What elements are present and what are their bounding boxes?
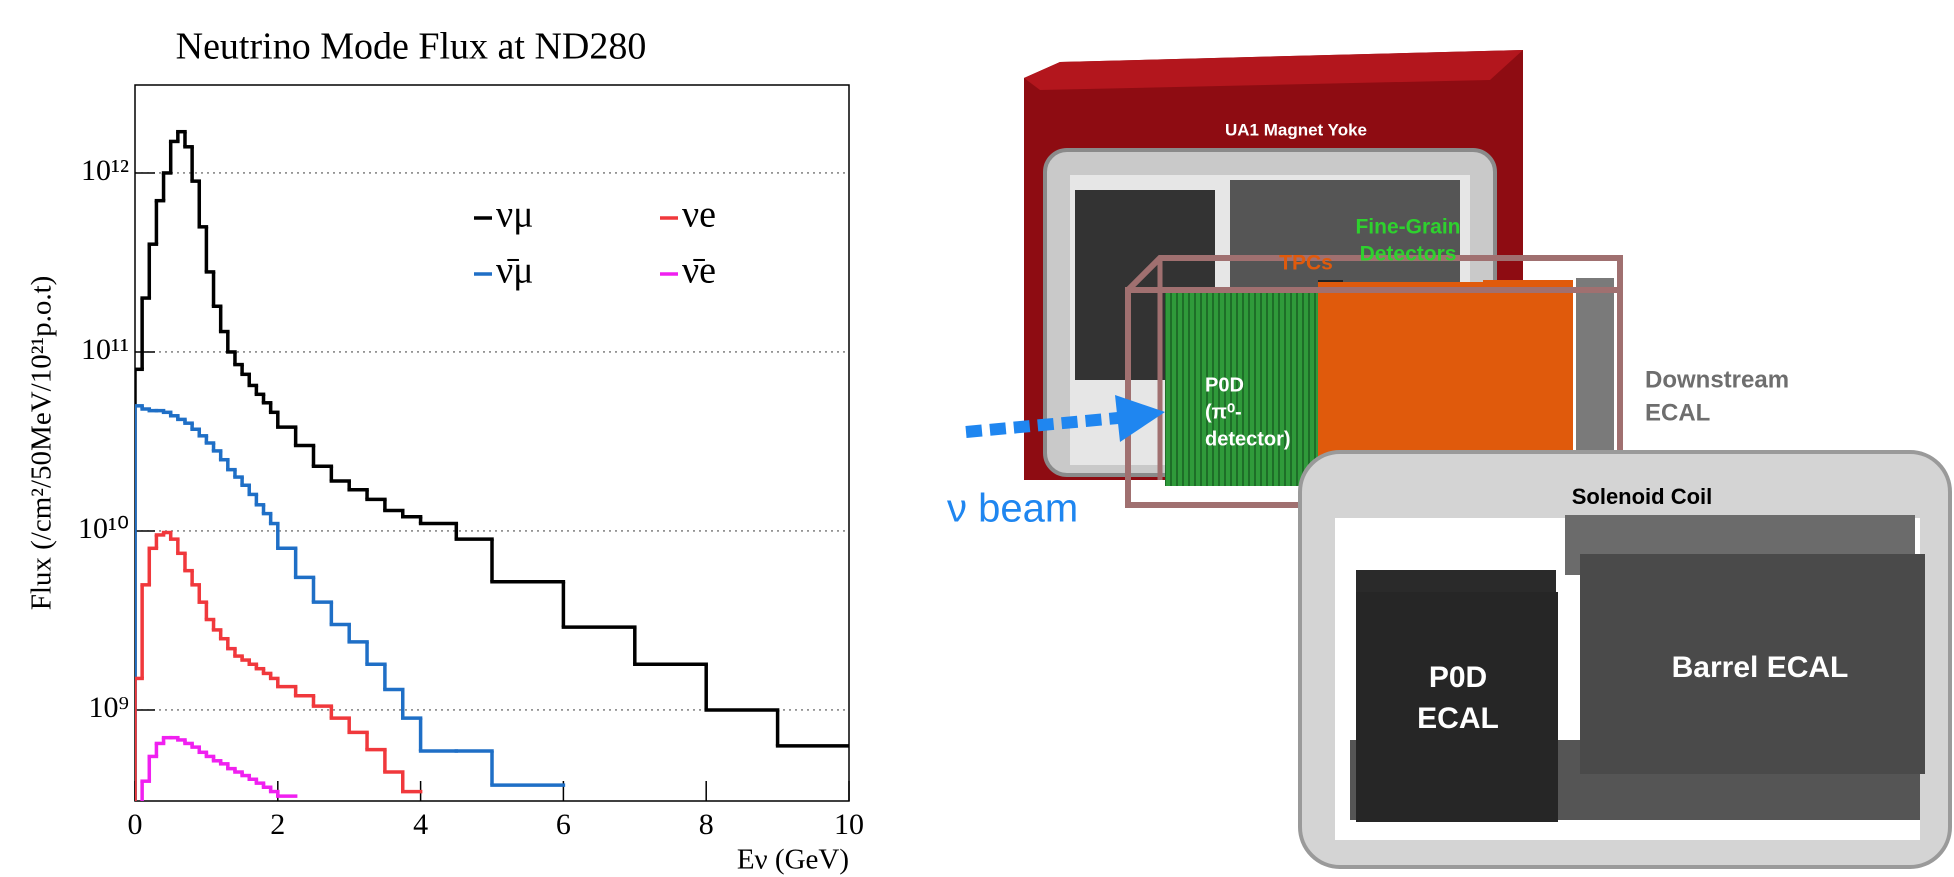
chart: Neutrino Mode Flux at ND280 Flux (/cm²/5… bbox=[26, 26, 864, 876]
y-tick-label: 10¹² bbox=[81, 154, 129, 187]
x-tick-label: 8 bbox=[699, 808, 714, 841]
x-tick-label: 10 bbox=[834, 808, 864, 841]
x-tick-label: 0 bbox=[128, 808, 143, 841]
downstream-ecal bbox=[1576, 278, 1614, 480]
legend-label: ν̄μ bbox=[496, 250, 534, 292]
page: Neutrino Mode Flux at ND280 Flux (/cm²/5… bbox=[0, 0, 1954, 877]
y-tick-label: 10¹⁰ bbox=[78, 512, 129, 545]
downstream-label: Downstream bbox=[1645, 366, 1789, 393]
p0d-label: P0D bbox=[1205, 374, 1244, 396]
fgd-label: Fine-Grain bbox=[1355, 216, 1460, 239]
p0d-label: (π⁰- bbox=[1205, 401, 1242, 423]
solenoid-label: Solenoid Coil bbox=[1572, 484, 1713, 509]
y-axis-label: Flux (/cm²/50MeV/10²¹p.o.t) bbox=[26, 276, 58, 611]
x-tick-label: 4 bbox=[413, 808, 428, 841]
legend-label: ν̄e bbox=[682, 250, 716, 292]
legend-label: νμ bbox=[496, 194, 534, 236]
legend-label: νe bbox=[682, 194, 716, 236]
p0d-label: detector) bbox=[1205, 428, 1291, 450]
plot-area bbox=[135, 132, 849, 801]
barrel-label: Barrel ECAL bbox=[1672, 651, 1849, 684]
yoke-label: UA1 Magnet Yoke bbox=[1225, 120, 1367, 139]
beam-label: ν beam bbox=[947, 487, 1078, 531]
plot-frame bbox=[135, 85, 849, 801]
p0d-stripes bbox=[1165, 287, 1333, 486]
chart-title: Neutrino Mode Flux at ND280 bbox=[176, 26, 647, 68]
y-tick-label: 10¹¹ bbox=[81, 333, 129, 366]
x-axis-label: Eν (GeV) bbox=[737, 844, 849, 876]
fgd-label: Detectors bbox=[1360, 243, 1457, 266]
tpc-label: TPCs bbox=[1279, 252, 1333, 275]
p0d-ecal-label: P0D bbox=[1429, 661, 1487, 694]
y-tick-label: 10⁹ bbox=[89, 691, 129, 724]
x-tick-label: 6 bbox=[556, 808, 571, 841]
p0d-ecal-label: ECAL bbox=[1417, 702, 1499, 735]
detector-diagram: UA1 Magnet Yoke TPCs Fine-Grain Detector… bbox=[947, 50, 1950, 867]
step-riser bbox=[135, 533, 403, 801]
x-tick-label: 2 bbox=[270, 808, 285, 841]
step-riser bbox=[142, 738, 278, 801]
downstream-label: ECAL bbox=[1645, 399, 1710, 426]
